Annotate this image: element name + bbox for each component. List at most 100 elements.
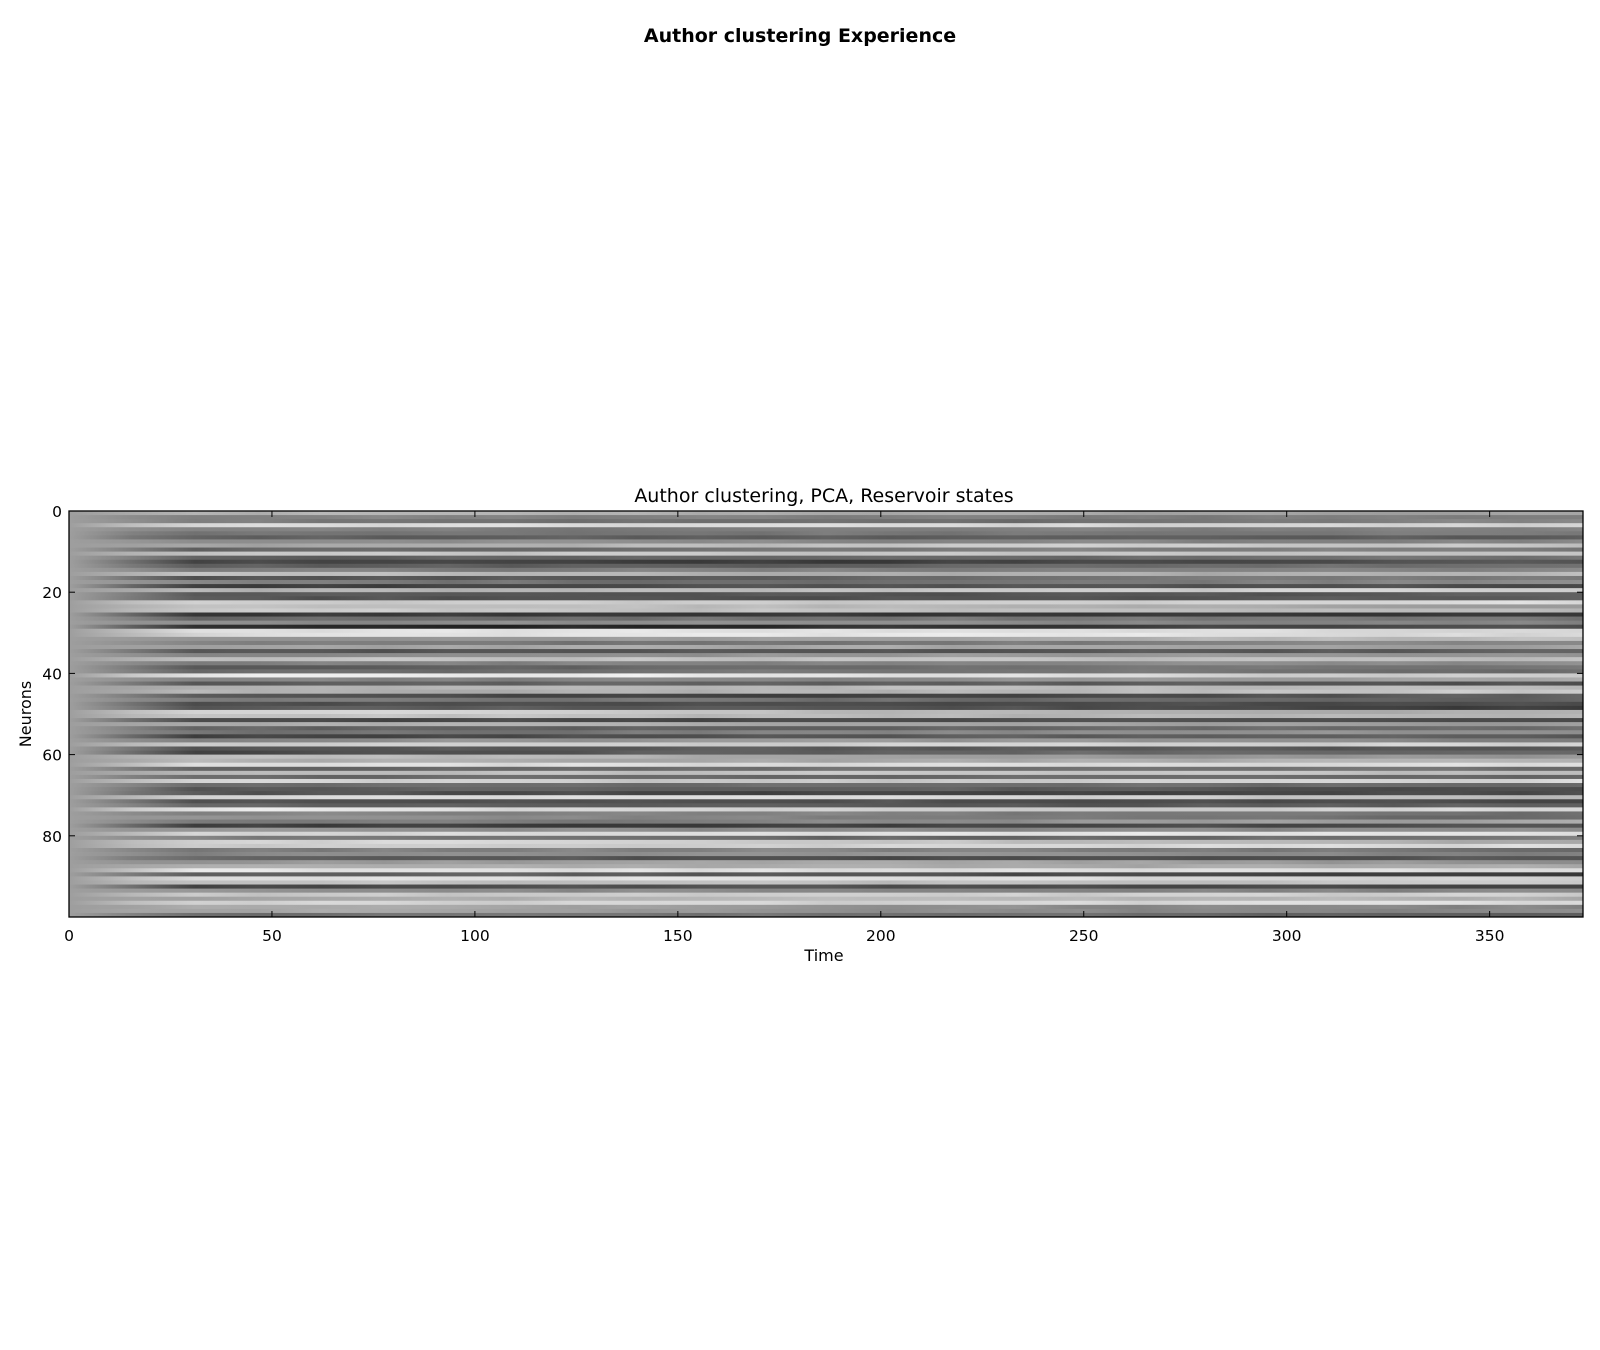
heatmap-row xyxy=(69,653,1583,658)
heatmap-row xyxy=(69,722,1583,727)
heatmap-row xyxy=(69,864,1583,869)
heatmap-row xyxy=(69,543,1583,548)
heatmap-row xyxy=(69,608,1583,613)
heatmap-row xyxy=(69,600,1583,605)
heatmap-row xyxy=(69,819,1583,825)
heatmap-row xyxy=(69,730,1583,735)
x-tick-label: 200 xyxy=(866,927,896,945)
heatmap-row xyxy=(69,783,1583,788)
heatmap-row xyxy=(69,519,1583,524)
heatmap-row xyxy=(69,839,1583,845)
heatmap-row xyxy=(69,531,1583,536)
heatmap-row xyxy=(69,624,1583,630)
heatmap-row xyxy=(69,738,1583,743)
y-axis-ticks: 0 20 40 60 80 xyxy=(42,503,1583,846)
heatmap-row xyxy=(69,770,1583,776)
heatmap-row xyxy=(69,685,1583,691)
heatmap-row xyxy=(69,575,1583,581)
heatmap-row xyxy=(69,555,1583,561)
figure-suptitle: Author clustering Experience xyxy=(644,25,956,47)
heatmap-row xyxy=(69,868,1583,873)
heatmap-row xyxy=(69,803,1583,808)
heatmap-row xyxy=(69,616,1583,622)
heatmap-row xyxy=(69,523,1583,528)
heatmap-row xyxy=(69,563,1583,569)
heatmap-row xyxy=(69,596,1583,601)
heatmap-row xyxy=(69,758,1583,764)
heatmap-row xyxy=(69,539,1583,544)
heatmap-row xyxy=(69,778,1583,784)
y-tick-label: 80 xyxy=(42,828,62,846)
heatmap-row xyxy=(69,912,1583,918)
heatmap-row xyxy=(69,754,1583,760)
x-axis-label: Time xyxy=(803,946,843,965)
heatmap-row xyxy=(69,827,1583,833)
heatmap-row xyxy=(69,876,1583,881)
heatmap-row xyxy=(69,628,1583,634)
heatmap-row xyxy=(69,860,1583,865)
heatmap-row xyxy=(69,559,1583,565)
heatmap-row xyxy=(69,892,1583,898)
heatmap-row xyxy=(69,787,1583,792)
heatmap-row xyxy=(69,714,1583,719)
heatmap-row xyxy=(69,665,1583,670)
heatmap-row xyxy=(69,588,1583,593)
heatmap-row xyxy=(69,795,1583,800)
y-tick-label: 0 xyxy=(52,503,62,521)
heatmap-row xyxy=(69,799,1583,804)
heatmap-row xyxy=(69,693,1583,699)
y-tick-label: 40 xyxy=(42,665,62,683)
heatmap-row xyxy=(69,677,1583,682)
heatmap-row xyxy=(69,551,1583,557)
heatmap-row xyxy=(69,632,1583,638)
heatmap-row xyxy=(69,657,1583,662)
heatmap-row xyxy=(69,535,1583,540)
heatmap-row xyxy=(69,705,1583,711)
heatmap-row xyxy=(69,884,1583,889)
heatmap-row xyxy=(69,697,1583,703)
heatmap-row xyxy=(69,580,1583,585)
heatmap-row xyxy=(69,673,1583,678)
heatmap-row xyxy=(69,567,1583,573)
heatmap-row xyxy=(69,681,1583,686)
heatmap-row xyxy=(69,592,1583,597)
heatmap-row xyxy=(69,649,1583,654)
heatmap-row xyxy=(69,766,1583,772)
heatmap-row xyxy=(69,856,1583,861)
x-tick-label: 150 xyxy=(663,927,693,945)
heatmap-row xyxy=(69,689,1583,695)
heatmap-row xyxy=(69,872,1583,877)
x-tick-label: 100 xyxy=(460,927,490,945)
heatmap-row xyxy=(69,726,1583,731)
heatmap-row xyxy=(69,734,1583,739)
heatmap-row xyxy=(69,904,1583,910)
heatmap-row xyxy=(69,831,1583,837)
heatmap-row xyxy=(69,847,1583,853)
heatmap-row xyxy=(69,644,1583,650)
heatmap-row xyxy=(69,815,1583,820)
y-axis-label: Neurons xyxy=(16,681,35,747)
heatmap-row xyxy=(69,571,1583,577)
x-tick-label: 250 xyxy=(1069,927,1099,945)
heatmap-row xyxy=(69,709,1583,715)
heatmap-row xyxy=(69,762,1583,768)
heatmap-row xyxy=(69,620,1583,626)
heatmap-row xyxy=(69,547,1583,552)
heatmap-row xyxy=(69,843,1583,849)
heatmap-row xyxy=(69,896,1583,902)
x-tick-label: 300 xyxy=(1272,927,1302,945)
heatmap-row xyxy=(69,823,1583,829)
x-axis-ticks: 0 50 100 150 200 250 300 350 xyxy=(64,511,1504,945)
heatmap-row xyxy=(69,511,1583,516)
y-tick-label: 60 xyxy=(42,747,62,765)
heatmap-row xyxy=(69,852,1583,857)
plot-area xyxy=(68,510,1584,918)
heatmap-row xyxy=(69,701,1583,707)
axes-frame xyxy=(68,510,1584,918)
x-tick-label: 50 xyxy=(262,927,282,945)
heatmap-row xyxy=(69,718,1583,723)
heatmap-row xyxy=(69,746,1583,751)
heatmap-row xyxy=(69,900,1583,906)
heatmap-row xyxy=(69,527,1583,532)
